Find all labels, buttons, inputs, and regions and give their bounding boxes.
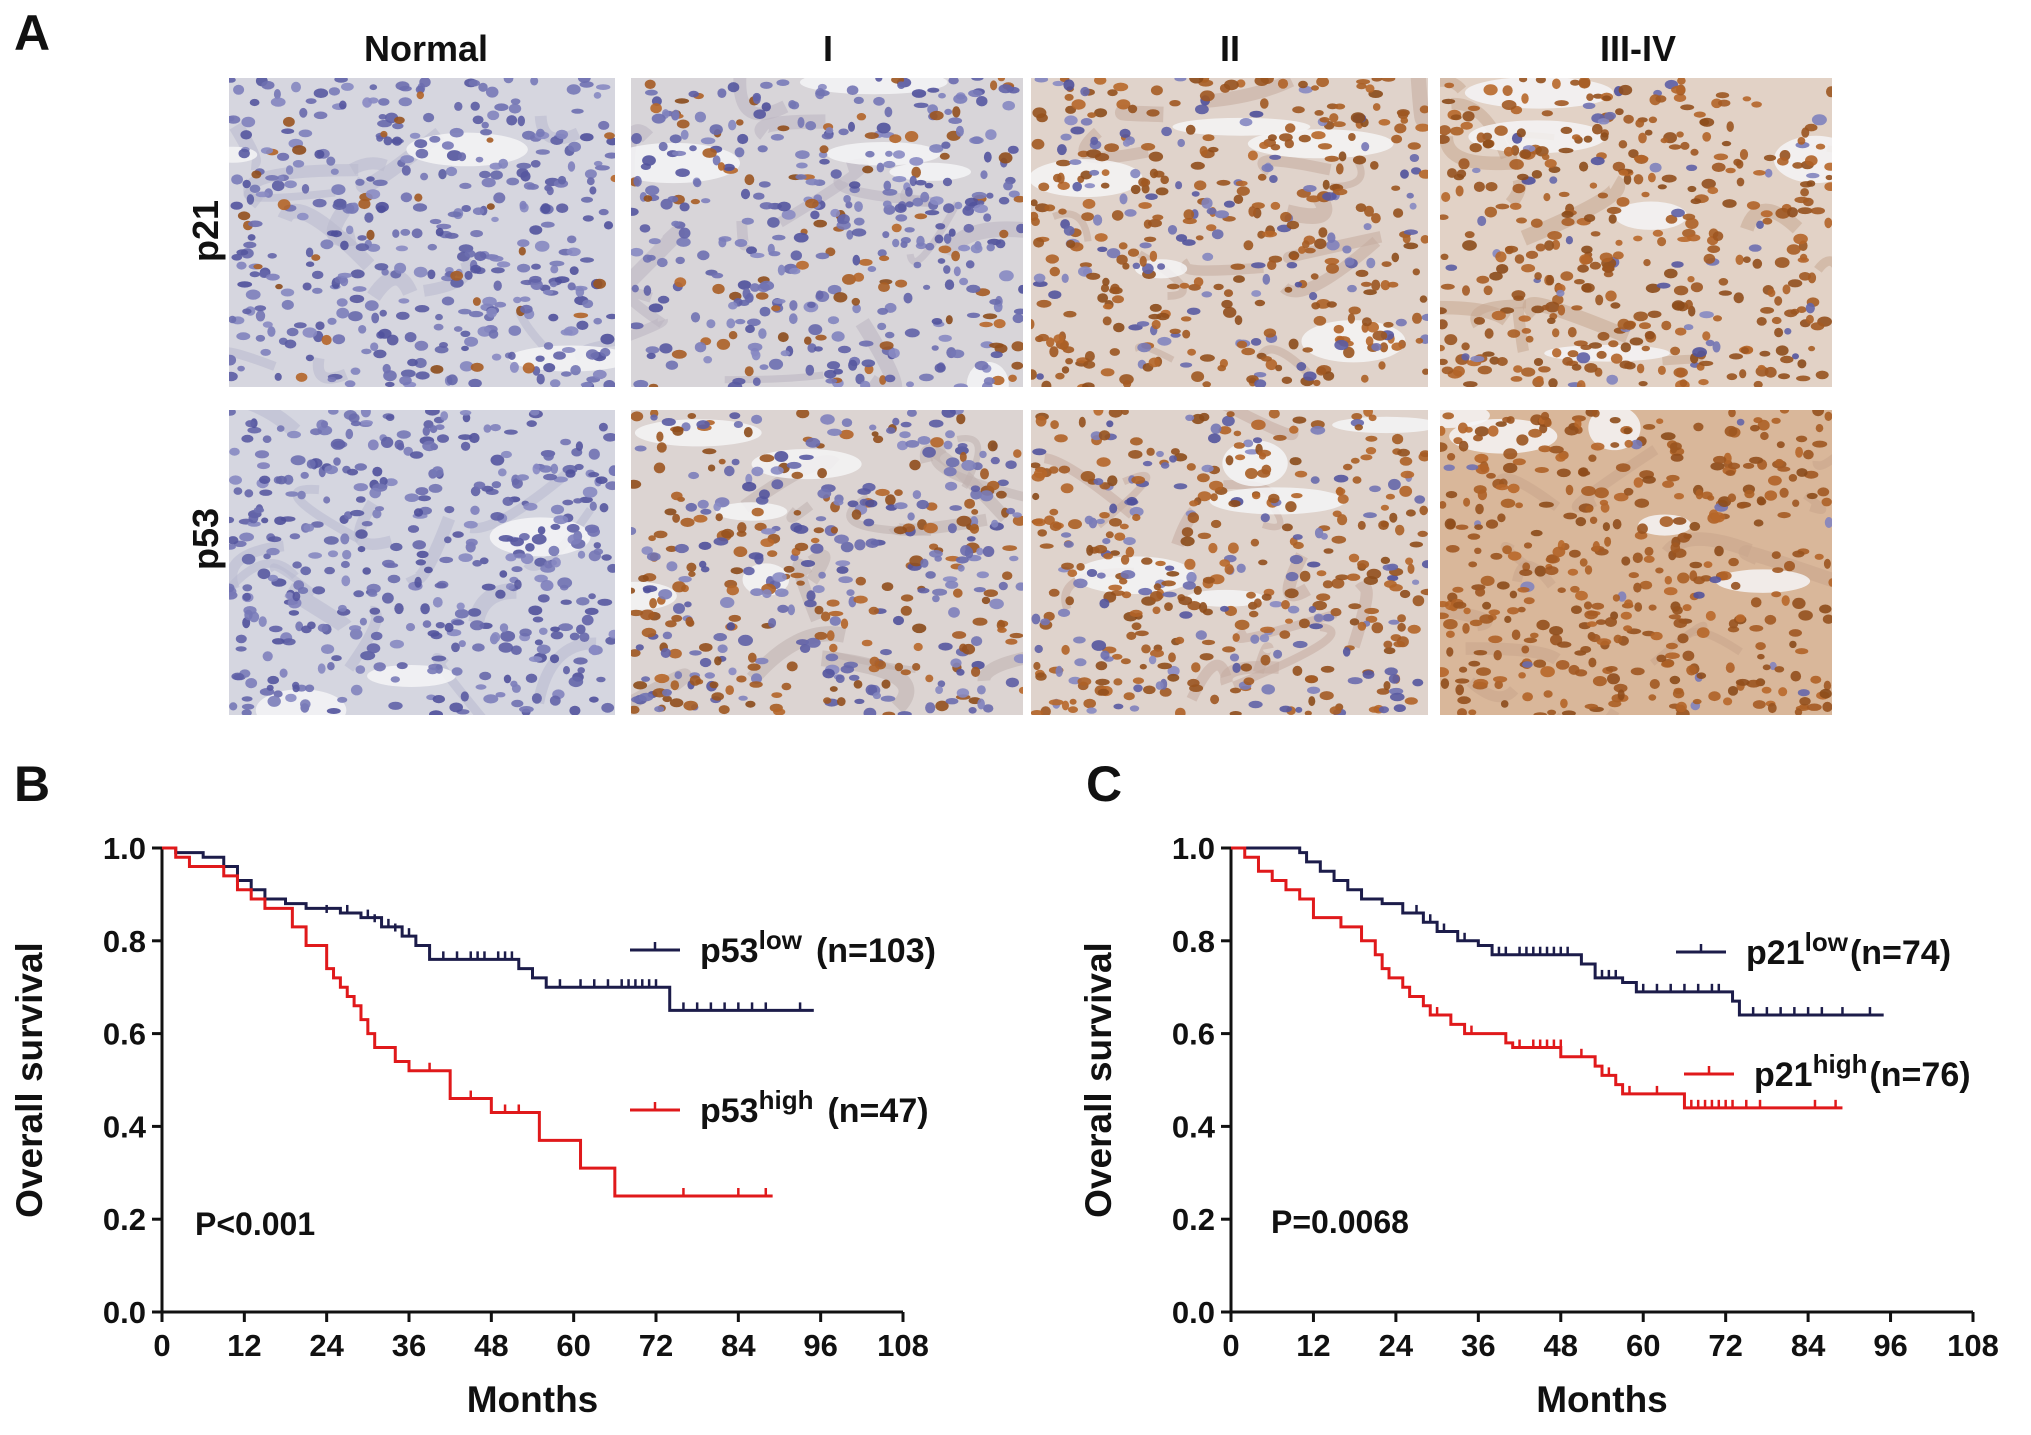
y-tick-label: 0.0: [103, 1295, 146, 1330]
x-tick-label: 108: [1947, 1328, 1999, 1363]
x-tick-label: 108: [877, 1328, 929, 1363]
legend-label-high: p53high (n=47): [700, 1085, 929, 1130]
x-tick-label: 0: [1222, 1328, 1239, 1363]
x-tick-label: 24: [309, 1328, 344, 1363]
y-tick-label: 0.4: [1172, 1109, 1216, 1144]
x-tick-label: 84: [721, 1328, 756, 1363]
legend-label-high: p21high(n=76): [1754, 1049, 1971, 1094]
y-tick-label: 0.6: [1172, 1017, 1215, 1052]
x-tick-label: 24: [1379, 1328, 1414, 1363]
x-tick-label: 0: [153, 1328, 170, 1363]
ihc-image-p21-stage-iii-iv: [1440, 78, 1832, 387]
x-tick-label: 96: [803, 1328, 837, 1363]
y-tick-label: 0.8: [103, 924, 146, 959]
ihc-image-p53-stage-iii-iv: [1440, 410, 1832, 715]
x-tick-label: 36: [1461, 1328, 1495, 1363]
column-title-normal: Normal: [363, 28, 489, 69]
column-title-stage-i: I: [822, 28, 833, 69]
column-title-stage-ii: II: [1219, 28, 1240, 69]
ihc-image-p53-normal: [229, 410, 615, 715]
row-label-p21: p21: [185, 199, 226, 263]
ihc-image-p21-normal: [229, 78, 615, 387]
y-tick-label: 0.2: [1172, 1202, 1215, 1237]
y-axis-title: Overall survival: [9, 942, 50, 1218]
y-tick-label: 1.0: [1172, 831, 1215, 866]
x-tick-label: 72: [1708, 1328, 1742, 1363]
x-tick-label: 96: [1873, 1328, 1907, 1363]
x-axis-title: Months: [1536, 1379, 1668, 1420]
p-value-annotation: P<0.001: [195, 1206, 315, 1242]
kaplan-meier-chart-p21: 0.0 0.2 0.4 0.6 0.8 1.0 0 12 24 36 48 60 72 84 96 108 Mo…: [1078, 831, 1999, 1420]
x-axis-title: Months: [467, 1379, 599, 1420]
column-title-stage-iii-iv: III-IV: [1599, 28, 1676, 69]
y-tick-label: 0.0: [1172, 1295, 1215, 1330]
y-tick-label: 0.6: [103, 1017, 146, 1052]
y-tick-label: 0.8: [1172, 924, 1215, 959]
x-tick-label: 48: [474, 1328, 508, 1363]
x-tick-label: 84: [1791, 1328, 1826, 1363]
panel-label-b: B: [14, 756, 51, 812]
y-tick-label: 1.0: [103, 831, 146, 866]
survival-curve-high: [162, 846, 773, 1198]
survival-curve-low: [1231, 846, 1884, 1017]
x-tick-label: 72: [639, 1328, 673, 1363]
x-tick-label: 48: [1544, 1328, 1578, 1363]
row-label-p53: p53: [185, 507, 226, 571]
legend-label-low: p21low(n=74): [1746, 927, 1951, 972]
ihc-image-p21-stage-i: [631, 78, 1023, 387]
panel-label-c: C: [1086, 756, 1123, 812]
x-tick-label: 12: [1296, 1328, 1330, 1363]
y-axis-title: Overall survival: [1078, 942, 1119, 1218]
x-tick-label: 60: [556, 1328, 590, 1363]
x-tick-label: 60: [1626, 1328, 1660, 1363]
ihc-image-p53-stage-i: [631, 410, 1023, 715]
panel-label-a: A: [14, 5, 51, 61]
legend-label-low: p53low (n=103): [700, 925, 936, 970]
kaplan-meier-chart-p53: 0.0 0.2 0.4 0.6 0.8 1.0 0 12 24 36 48 60 72 84 96 108 Mo…: [9, 831, 936, 1420]
survival-curve-high: [1231, 846, 1843, 1110]
y-tick-label: 0.2: [103, 1202, 146, 1237]
ihc-image-p21-stage-ii: [1031, 78, 1428, 387]
y-tick-label: 0.4: [103, 1109, 147, 1144]
x-tick-label: 36: [392, 1328, 426, 1363]
p-value-annotation: P=0.0068: [1271, 1204, 1409, 1240]
x-tick-label: 12: [227, 1328, 261, 1363]
survival-curve-low: [162, 846, 814, 1012]
ihc-image-p53-stage-ii: [1031, 410, 1428, 715]
